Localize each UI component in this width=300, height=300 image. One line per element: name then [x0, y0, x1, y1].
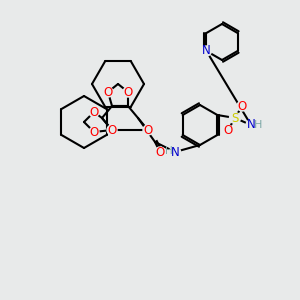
Circle shape: [223, 125, 233, 135]
Text: N: N: [247, 118, 255, 131]
Text: O: O: [224, 124, 232, 136]
Text: N: N: [202, 44, 211, 58]
Text: O: O: [123, 85, 133, 98]
Text: O: O: [155, 146, 165, 158]
Text: O: O: [107, 124, 117, 136]
Circle shape: [143, 125, 153, 135]
Text: S: S: [231, 112, 239, 124]
Text: H: H: [165, 146, 173, 156]
Text: O: O: [89, 106, 99, 118]
Circle shape: [103, 87, 113, 97]
Circle shape: [237, 101, 247, 111]
Text: O: O: [237, 100, 247, 112]
Text: H: H: [254, 120, 262, 130]
Circle shape: [230, 112, 241, 124]
Text: O: O: [89, 125, 99, 139]
Circle shape: [201, 46, 212, 56]
Circle shape: [107, 125, 117, 135]
Text: O: O: [143, 124, 153, 136]
Circle shape: [123, 87, 133, 97]
Circle shape: [155, 147, 165, 157]
Text: O: O: [103, 85, 112, 98]
Circle shape: [89, 127, 99, 137]
Circle shape: [246, 120, 256, 130]
Circle shape: [169, 146, 181, 158]
Circle shape: [89, 107, 99, 117]
Text: N: N: [171, 146, 179, 158]
